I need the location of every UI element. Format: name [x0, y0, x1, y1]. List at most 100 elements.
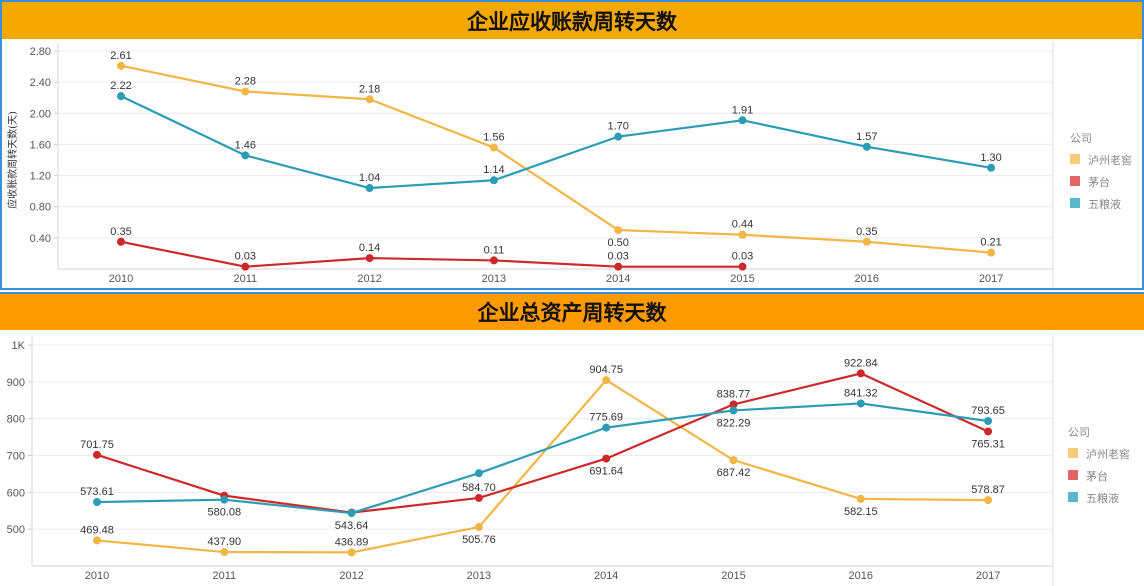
data-label: 1.46	[235, 139, 256, 151]
data-point	[117, 61, 125, 70]
legend-label: 茅台	[1086, 469, 1108, 483]
data-label: 691.64	[589, 466, 623, 478]
data-point	[365, 184, 374, 193]
data-label: 701.75	[80, 439, 114, 451]
y-tick-label: 700	[7, 451, 25, 463]
data-point	[856, 494, 865, 503]
legend-title: 公司	[1068, 426, 1090, 439]
legend-label: 泸州老窖	[1086, 447, 1130, 461]
data-point	[365, 95, 374, 104]
data-point	[729, 406, 738, 415]
data-point	[474, 523, 483, 532]
data-label: 1.04	[359, 172, 380, 184]
x-tick-label: 2017	[976, 570, 1000, 582]
data-label: 838.77	[717, 388, 751, 400]
legend-swatch	[1070, 176, 1080, 186]
data-point	[474, 469, 483, 478]
data-point	[987, 248, 996, 257]
data-point	[856, 369, 865, 378]
data-label: 573.61	[80, 486, 114, 498]
data-label: 922.84	[844, 357, 878, 369]
data-label: 1.91	[732, 104, 753, 116]
data-label: 775.69	[589, 412, 623, 424]
x-tick-label: 2010	[85, 570, 109, 582]
series-line-茅台	[120, 240, 743, 268]
series-line-五粮液	[96, 402, 989, 515]
data-label: 437.90	[207, 536, 241, 548]
data-label: 582.15	[844, 506, 878, 518]
data-point	[220, 548, 229, 557]
y-tick-label: 1.60	[30, 139, 51, 151]
data-point	[862, 142, 871, 151]
x-tick-label: 2014	[606, 273, 630, 285]
data-label: 580.08	[207, 507, 241, 519]
x-tick-label: 2013	[467, 570, 491, 582]
receivables-turnover-panel: 企业应收账款周转天数 0.40 0.80 1.20 1.60 2.00 2.40 2.80 2…	[0, 0, 1144, 290]
data-point	[856, 399, 865, 408]
y-tick-label: 0.80	[30, 202, 51, 214]
data-point	[93, 498, 101, 507]
y-tick-label: 900	[7, 377, 25, 389]
data-label: 2.61	[110, 50, 131, 62]
data-label: 2.22	[110, 80, 131, 92]
data-label: 1.56	[483, 132, 504, 144]
data-label: 0.03	[732, 251, 753, 263]
y-tick-label: 600	[7, 487, 25, 499]
data-point	[729, 400, 738, 409]
x-tick-label: 2013	[482, 273, 506, 285]
y-tick-label: 2.80	[30, 46, 51, 58]
y-axis-title: 应收账款周转天数(天)	[6, 111, 19, 209]
data-label: 1.14	[483, 164, 504, 176]
y-tick-label: 800	[7, 414, 25, 426]
legend-swatch	[1070, 154, 1080, 164]
total-assets-turnover-panel: 企业总资产周转天数 500 600 700 800 900 1K 2010 2011 2012 2…	[0, 292, 1144, 586]
data-label: 436.89	[335, 536, 369, 548]
data-point	[738, 262, 747, 271]
legend-label: 茅台	[1088, 175, 1110, 189]
data-label: 578.87	[971, 484, 1005, 496]
data-point	[614, 262, 623, 271]
legend-label: 泸州老窖	[1088, 153, 1132, 167]
data-point	[474, 493, 483, 502]
legend-label: 五粮液	[1088, 197, 1121, 211]
y-tick-label: 500	[7, 524, 25, 536]
data-point	[489, 143, 498, 152]
data-label: 584.70	[462, 482, 496, 494]
legend-swatch	[1068, 470, 1078, 480]
data-point	[117, 237, 125, 246]
y-tick-label: 2.00	[30, 108, 51, 120]
y-tick-label: 2.40	[30, 77, 51, 89]
legend-swatch	[1068, 448, 1078, 458]
data-point	[220, 495, 229, 504]
data-point	[738, 230, 747, 239]
data-label: 2.18	[359, 83, 380, 95]
data-point	[117, 92, 125, 101]
series-line-五粮液	[120, 95, 992, 190]
x-tick-label: 2016	[849, 570, 873, 582]
data-point	[347, 509, 356, 518]
data-label: 505.76	[462, 534, 496, 546]
data-label: 822.29	[717, 417, 751, 429]
data-point	[987, 163, 996, 172]
data-label: 0.44	[732, 219, 753, 231]
data-point	[602, 423, 611, 432]
series-line-泸州老窖	[120, 64, 992, 254]
data-label: 0.03	[607, 251, 628, 263]
data-label: 0.50	[607, 237, 628, 249]
chart-title-total-assets: 企业总资产周转天数	[0, 294, 1144, 330]
data-point	[241, 151, 250, 160]
receivables-turnover-chart: 0.40 0.80 1.20 1.60 2.00 2.40 2.80 2010 2011 2012…	[6, 41, 1132, 288]
x-tick-label: 2015	[721, 570, 745, 582]
total-assets-turnover-chart: 500 600 700 800 900 1K 2010 2011 2012 2013 2014 201…	[7, 335, 1130, 586]
data-label: 765.31	[971, 438, 1005, 450]
data-label: 543.64	[335, 520, 369, 532]
data-label: 0.03	[235, 251, 256, 263]
data-point	[365, 254, 374, 263]
x-tick-label: 2011	[233, 273, 257, 285]
x-tick-label: 2016	[855, 273, 879, 285]
data-label: 0.21	[980, 237, 1001, 249]
x-tick-label: 2010	[109, 273, 133, 285]
data-point	[862, 237, 871, 246]
data-label: 0.35	[856, 226, 877, 238]
x-tick-label: 2017	[979, 273, 1003, 285]
